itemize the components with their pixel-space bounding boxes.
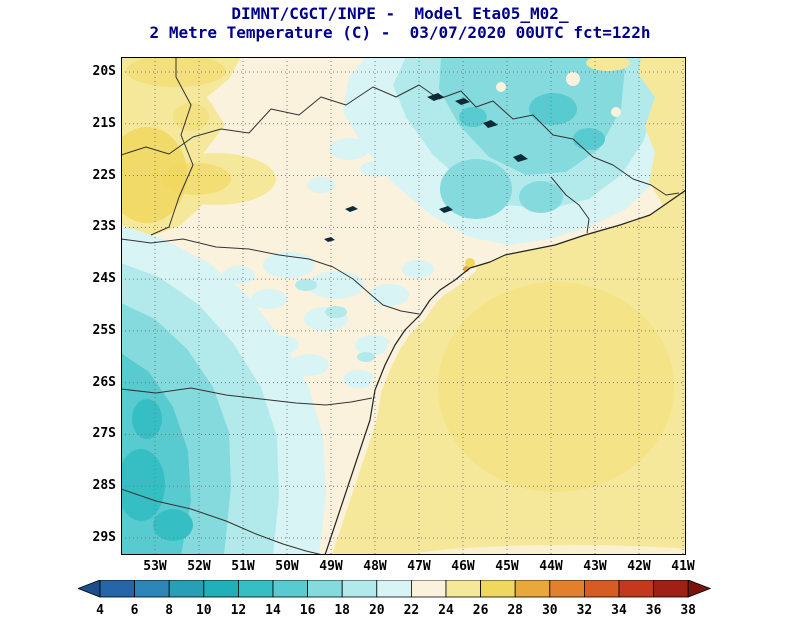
colorbar-segment (445, 579, 481, 598)
chart-title: DIMNT/CGCT/INPE - Model Eta05_M02_ (231, 4, 569, 23)
colorbar-tick-label: 6 (131, 603, 139, 618)
colorbar-tick-label: 4 (96, 603, 104, 618)
colorbar-segment (99, 579, 135, 598)
lat-tick-label: 24S (92, 271, 116, 287)
colorbar-svg: 4 6 8 10 12 14 16 18 20 22 24 26 28 30 32 34 36 38 (76, 579, 712, 618)
lon-tick-label: 44W (539, 559, 563, 574)
lon-tick-label: 43W (583, 559, 607, 574)
colorbar-tick-label: 20 (369, 603, 385, 618)
colorbar-tick-label: 26 (473, 603, 489, 618)
colorbar-tick-label: 24 (438, 603, 454, 618)
lon-tick-label: 42W (627, 559, 651, 574)
colorbar-tick-label: 36 (646, 603, 662, 618)
colorbar: 4 6 8 10 12 14 16 18 20 22 24 26 28 30 32 34 36 38 (76, 579, 718, 618)
colorbar-segment (134, 579, 170, 598)
lon-tick-label: 52W (187, 559, 211, 574)
colorbar-tick-label: 8 (165, 603, 173, 618)
colorbar-segment (653, 579, 689, 598)
colorbar-segment (376, 579, 412, 598)
colorbar-segment (514, 579, 551, 598)
southwest-cold-region (121, 225, 326, 555)
coastline (324, 189, 686, 555)
colorbar-segment (272, 579, 308, 598)
colorbar-tick-label: 22 (404, 603, 420, 618)
lat-tick-label: 25S (92, 322, 116, 338)
lat-tick-label: 21S (92, 115, 116, 131)
colorbar-under-arrow (76, 579, 101, 598)
colorbar-tick-label: 16 (300, 603, 316, 618)
colorbar-tick-label: 30 (542, 603, 558, 618)
northeast-cool-region (343, 57, 686, 245)
lon-tick-label: 50W (275, 559, 299, 574)
lat-tick-label: 27S (92, 426, 116, 442)
colorbar-tick-label: 34 (611, 603, 627, 618)
colorbar-segment (410, 579, 447, 598)
colorbar-segment (618, 579, 654, 598)
water-bodies (324, 93, 528, 242)
colorbar-tick-label: 12 (231, 603, 247, 618)
lon-tick-label: 51W (231, 559, 255, 574)
lon-tick-label: 41W (671, 559, 695, 574)
lon-tick-label: 49W (319, 559, 343, 574)
lat-tick-label: 23S (92, 219, 116, 235)
colorbar-segment (341, 579, 378, 598)
colorbar-segment (583, 579, 620, 598)
colorbar-segment (168, 579, 205, 598)
colorbar-tick-label: 18 (334, 603, 350, 618)
lat-tick-label: 22S (92, 167, 116, 183)
chart-subtitle: 2 Metre Temperature (C) - 03/07/2020 00U… (149, 23, 651, 42)
lat-tick-label: 28S (92, 478, 116, 494)
colorbar-segment (549, 579, 585, 598)
plot-frame (121, 57, 686, 555)
lon-tick-label: 48W (363, 559, 387, 574)
lat-tick-label: 20S (92, 64, 116, 79)
lat-tick-label: 29S (92, 530, 116, 546)
lon-tick-label: 45W (495, 559, 519, 574)
temperature-field (121, 57, 686, 555)
lon-tick-label: 47W (407, 559, 431, 574)
colorbar-tick-label: 32 (577, 603, 593, 618)
colorbar-tick-label: 38 (680, 603, 696, 618)
colorbar-segment (203, 579, 239, 598)
colorbar-tick-label: 10 (196, 603, 212, 618)
coastal-warm-spot (465, 258, 475, 268)
colorbar-tick-label: 14 (265, 603, 281, 618)
east-warm-region (586, 57, 686, 205)
lat-tick-label: 26S (92, 374, 116, 390)
temperature-map (121, 57, 686, 555)
colorbar-over-arrow (687, 579, 712, 598)
colorbar-segment (480, 579, 516, 598)
lon-tick-label: 53W (143, 559, 167, 574)
lon-tick-label: 46W (451, 559, 475, 574)
colorbar-segment (237, 579, 274, 598)
colorbar-tick-label: 28 (507, 603, 523, 618)
colorbar-segment (307, 579, 343, 598)
west-warm-region (121, 57, 276, 250)
